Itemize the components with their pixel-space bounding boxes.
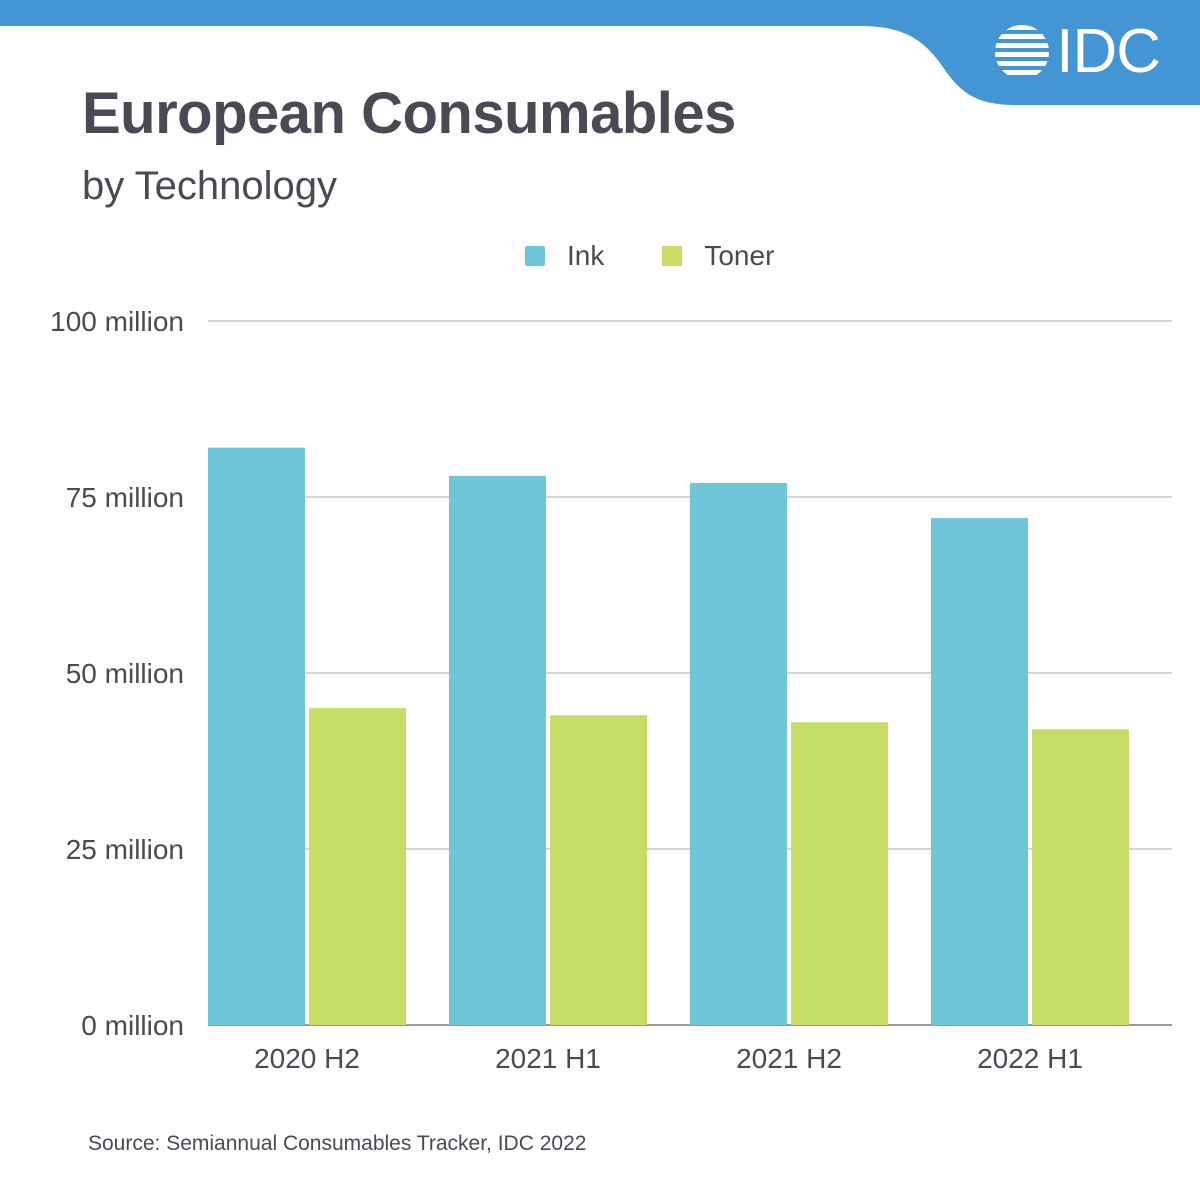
idc-logo: IDC <box>994 17 1161 86</box>
idc-globe-stripes-icon <box>995 25 1050 75</box>
legend-label-ink: Ink <box>567 240 605 271</box>
bars <box>208 447 1129 1026</box>
x-tick-label: 2022 H1 <box>977 1043 1083 1074</box>
x-tick-label: 2021 H1 <box>495 1043 601 1074</box>
y-tick-label: 75 million <box>66 482 184 513</box>
source-note: Source: Semiannual Consumables Tracker, … <box>88 1132 587 1155</box>
bar-ink-2022-h1 <box>931 518 1028 1025</box>
y-tick-label: 25 million <box>66 834 184 865</box>
y-tick-label: 0 million <box>81 1010 184 1041</box>
logo-text: IDC <box>1056 17 1161 86</box>
y-axis-ticks: 0 million 25 million 50 million 75 million 1… <box>50 306 184 1041</box>
bar-toner-2020-h2 <box>309 708 406 1025</box>
y-tick-label: 50 million <box>66 658 184 689</box>
bar-chart: 0 million 25 million 50 million 75 million 1… <box>50 306 1172 1074</box>
legend-swatch-toner <box>662 246 683 266</box>
chart-title: European Consumables <box>82 81 736 146</box>
legend-label-toner: Toner <box>704 240 775 271</box>
bar-ink-2021-h2 <box>690 482 787 1025</box>
bar-ink-2021-h1 <box>449 475 546 1025</box>
bar-toner-2021-h2 <box>791 722 888 1025</box>
chart-subtitle: by Technology <box>82 164 337 208</box>
x-axis-ticks: 2020 H2 2021 H1 2021 H2 2022 H1 <box>254 1043 1083 1074</box>
legend: Ink Toner <box>525 240 832 272</box>
legend-item-ink: Ink <box>525 240 604 272</box>
bar-ink-2020-h2 <box>208 447 305 1026</box>
bar-toner-2021-h1 <box>550 715 647 1025</box>
x-tick-label: 2020 H2 <box>254 1043 360 1074</box>
legend-item-toner: Toner <box>662 240 774 272</box>
x-tick-label: 2021 H2 <box>736 1043 842 1074</box>
y-tick-label: 100 million <box>50 306 184 337</box>
bar-toner-2022-h1 <box>1032 729 1129 1025</box>
legend-swatch-ink <box>525 246 545 266</box>
